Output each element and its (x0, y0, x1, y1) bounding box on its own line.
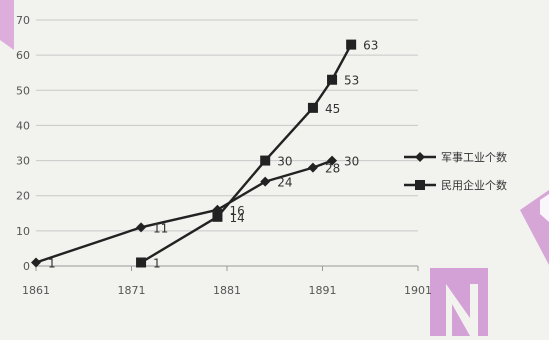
data-point-marker (136, 257, 147, 268)
axes: 0 10 20 30 40 50 60 70 1861 1871 1881 1891 1901 (16, 14, 432, 297)
data-point-marker (327, 74, 338, 85)
data-point-marker (307, 162, 318, 173)
data-label: 1 (48, 256, 56, 270)
legend-label: 军事工业个数 (441, 151, 507, 164)
y-tick-label: 60 (16, 49, 30, 62)
data-point-marker (260, 176, 271, 187)
data-point-marker (346, 39, 357, 50)
data-label: 30 (277, 155, 292, 169)
data-label: 53 (344, 74, 359, 88)
x-tick-label: 1881 (213, 284, 241, 297)
data-label: 28 (325, 162, 340, 176)
y-tick-label: 50 (16, 84, 30, 97)
data-label: 30 (344, 155, 359, 169)
series (31, 39, 357, 268)
legend-label: 民用企业个数 (441, 178, 507, 192)
data-point-marker (31, 257, 41, 268)
x-tick-label: 1891 (309, 284, 337, 297)
data-point-marker (307, 102, 318, 113)
legend-marker (415, 180, 425, 190)
x-tick-label: 1871 (118, 284, 146, 297)
data-label: 24 (277, 176, 292, 190)
data-point-marker (212, 211, 223, 222)
series-line-1 (140, 44, 353, 264)
data-label: 45 (325, 102, 340, 116)
gridlines (36, 19, 418, 232)
data-point-marker (136, 222, 147, 233)
y-tick-label: 0 (23, 260, 30, 273)
x-tick-label: 1861 (22, 284, 50, 297)
data-point-marker (327, 155, 338, 166)
legend-marker (415, 152, 425, 162)
y-tick-label: 70 (16, 14, 30, 27)
x-tick-label: 1901 (404, 284, 432, 297)
data-point-marker (260, 155, 271, 166)
y-tick-label: 20 (16, 190, 30, 203)
data-label: 11 (153, 221, 168, 235)
data-label: 1 (153, 256, 161, 270)
data-label: 63 (363, 39, 378, 53)
y-tick-label: 30 (16, 155, 30, 168)
data-label: 16 (229, 204, 244, 218)
data-label: 14 (229, 211, 244, 225)
y-tick-label: 10 (16, 225, 30, 238)
y-tick-label: 40 (16, 119, 30, 132)
